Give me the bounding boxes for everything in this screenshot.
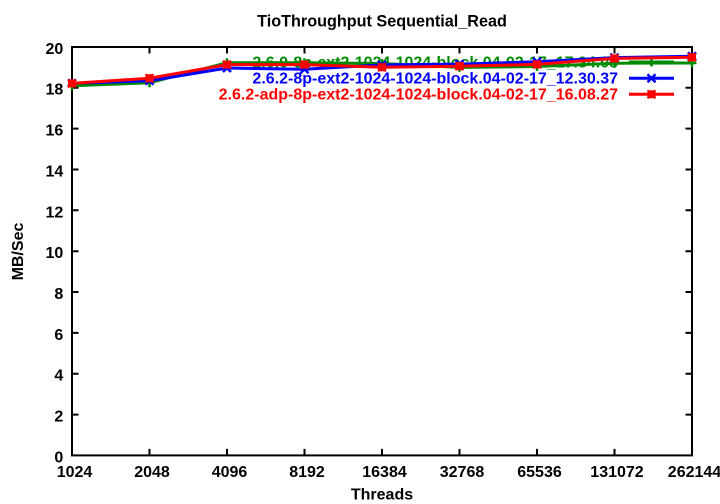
svg-text:14: 14 bbox=[46, 163, 64, 180]
svg-text:6: 6 bbox=[54, 327, 63, 344]
svg-text:20: 20 bbox=[46, 41, 64, 58]
svg-text:0: 0 bbox=[54, 449, 63, 466]
svg-text:Threads: Threads bbox=[351, 487, 413, 504]
svg-text:131072: 131072 bbox=[590, 464, 643, 481]
svg-text:262144: 262144 bbox=[668, 464, 720, 481]
svg-text:12: 12 bbox=[46, 204, 64, 221]
svg-text:MB/Sec: MB/Sec bbox=[10, 223, 27, 281]
svg-text:32768: 32768 bbox=[440, 464, 485, 481]
svg-text:2.6.2-adp-8p-ext2-1024-1024-bl: 2.6.2-adp-8p-ext2-1024-1024-block.04-02-… bbox=[219, 87, 618, 104]
svg-text:TioThroughput Sequential_Read: TioThroughput Sequential_Read bbox=[257, 13, 507, 31]
svg-text:2.6.2-8p-ext2-1024-1024-block.: 2.6.2-8p-ext2-1024-1024-block.04-02-17_1… bbox=[252, 71, 618, 88]
svg-text:16: 16 bbox=[46, 123, 64, 140]
svg-text:16384: 16384 bbox=[362, 464, 407, 481]
svg-text:10: 10 bbox=[46, 245, 64, 262]
svg-text:2: 2 bbox=[54, 409, 63, 426]
svg-text:2048: 2048 bbox=[134, 464, 170, 481]
svg-text:18: 18 bbox=[46, 82, 64, 99]
svg-text:4: 4 bbox=[54, 368, 63, 385]
svg-text:65536: 65536 bbox=[517, 464, 562, 481]
svg-text:8: 8 bbox=[54, 286, 63, 303]
svg-text:8192: 8192 bbox=[289, 464, 325, 481]
svg-text:1024: 1024 bbox=[57, 464, 93, 481]
svg-text:4096: 4096 bbox=[212, 464, 248, 481]
